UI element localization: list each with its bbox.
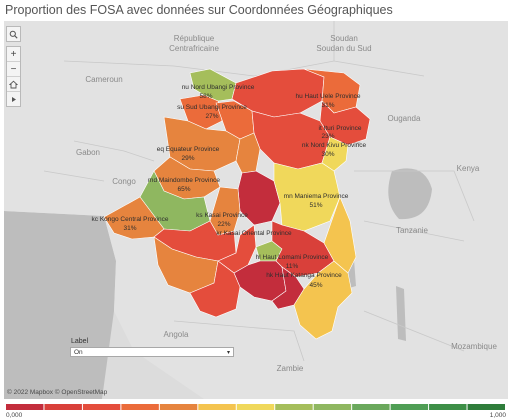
- home-icon[interactable]: [7, 77, 20, 92]
- country-label: Soudan du Sud: [316, 44, 371, 53]
- province-labels: nu Nord Ubangi Province 58% su Sud Ubang…: [92, 84, 367, 289]
- map-attribution[interactable]: © 2022 Mapbox © OpenStreetMap: [7, 389, 108, 396]
- province-value: 31%: [321, 102, 334, 109]
- map-search-group: [6, 26, 21, 42]
- province-value: 30%: [321, 151, 334, 158]
- legend-swatch: [198, 404, 236, 410]
- province-shape: [323, 196, 357, 274]
- province-value: 23%: [321, 133, 334, 140]
- legend-swatch: [6, 404, 44, 410]
- country-label: Centrafricaine: [169, 44, 219, 53]
- lake-malawi: [396, 286, 406, 341]
- province-value: 45%: [309, 282, 322, 289]
- province-value: 29%: [181, 155, 194, 162]
- country-label: Mozambique: [451, 342, 497, 351]
- country-label: République: [174, 34, 215, 43]
- province-name: eq Equateur Province: [157, 146, 220, 153]
- province-name: hk Haut Katanga Province: [266, 272, 342, 279]
- province-value: 58%: [199, 93, 212, 100]
- legend-swatch: [275, 404, 313, 410]
- legend-swatch: [159, 404, 198, 410]
- map-view[interactable]: Soudan Soudan du Sud République Centrafr…: [4, 21, 508, 399]
- country-borders: [43, 21, 475, 362]
- label-filter-dropdown[interactable]: On ▾: [70, 347, 234, 357]
- province-shape: [273, 162, 341, 232]
- province-shape: [293, 260, 353, 340]
- province-name: mn Maniema Province: [284, 193, 349, 200]
- legend-swatch: [352, 404, 390, 410]
- country-label: Cameroun: [85, 75, 122, 84]
- color-legend: 0,000 1,000: [4, 403, 508, 419]
- province-name: ks Kasai Province: [196, 212, 248, 219]
- play-arrow-icon[interactable]: [7, 92, 20, 106]
- legend-swatch: [121, 404, 159, 410]
- legend-min-label: 0,000: [6, 412, 23, 419]
- map-toolbar: + −: [6, 46, 21, 107]
- dropdown-value: On: [74, 349, 83, 356]
- country-label: Angola: [164, 330, 189, 339]
- province-value: 22%: [217, 221, 230, 228]
- zoom-in-button[interactable]: +: [7, 47, 20, 62]
- country-label: Gabon: [76, 148, 100, 157]
- province-shape: [189, 260, 241, 318]
- country-labels: Soudan Soudan du Sud République Centrafr…: [76, 34, 497, 373]
- province-shape: [189, 68, 237, 102]
- province-name: it Ituri Province: [319, 125, 362, 132]
- country-label: Kenya: [457, 164, 480, 173]
- drc-provinces: [103, 68, 371, 340]
- province-name: kr Kasai Oriental Province: [216, 230, 292, 237]
- province-value: 65%: [177, 186, 190, 193]
- country-label: Zambie: [277, 364, 304, 373]
- legend-swatch: [82, 404, 121, 410]
- legend-swatch: [467, 404, 505, 410]
- search-icon[interactable]: [7, 27, 20, 41]
- province-shape: [321, 136, 349, 172]
- province-name: kc Kongo Central Province: [92, 216, 169, 223]
- province-name: hl Haut Lomami Province: [256, 254, 329, 261]
- province-name: nu Nord Ubangi Province: [182, 84, 255, 91]
- province-name: md Maindombe Province: [148, 177, 220, 184]
- zoom-out-button[interactable]: −: [7, 62, 20, 77]
- country-label: Soudan: [330, 34, 358, 43]
- province-value: 27%: [205, 113, 218, 120]
- legend-swatch: [313, 404, 352, 410]
- country-label: Tanzanie: [396, 226, 429, 235]
- legend-swatch: [390, 404, 429, 410]
- province-name: su Sud Ubangi Province: [177, 104, 247, 111]
- ocean: [4, 211, 116, 399]
- country-label: Ouganda: [388, 114, 421, 123]
- lake-victoria: [388, 168, 432, 220]
- province-value: 51%: [309, 202, 322, 209]
- province-name: nk Nord Kivu Province: [302, 142, 367, 149]
- province-name: hu Haut Uele Province: [295, 93, 360, 100]
- province-value: 11%: [286, 263, 299, 270]
- filter-label: Label: [71, 338, 89, 345]
- legend-swatch: [236, 404, 275, 410]
- province-shape: [271, 220, 335, 278]
- legend-max-label: 1,000: [490, 412, 507, 419]
- chevron-down-icon: ▾: [226, 350, 230, 356]
- province-value: 31%: [123, 225, 136, 232]
- legend-swatch: [429, 404, 467, 410]
- legend-swatch: [44, 404, 82, 410]
- province-shape: [231, 68, 325, 118]
- legend-scale: 0,000 1,000: [6, 404, 507, 419]
- country-label: Congo: [112, 177, 136, 186]
- page-title: Proportion des FOSA avec données sur Coo…: [5, 3, 393, 17]
